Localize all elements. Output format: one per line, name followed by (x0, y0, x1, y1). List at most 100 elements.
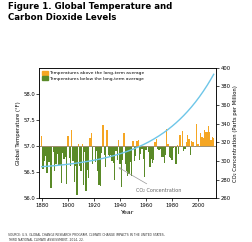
Bar (55, 146, 56, 164)
Bar (178, 135, 180, 146)
Bar (160, 146, 162, 157)
Bar (111, 146, 112, 161)
Bar (190, 141, 192, 146)
Bar (141, 146, 142, 149)
Bar (119, 146, 120, 164)
Text: Figure 1. Global Temperature and
Carbon Dioxide Levels: Figure 1. Global Temperature and Carbon … (8, 2, 171, 22)
Bar (121, 146, 123, 160)
Bar (142, 146, 143, 159)
Bar (73, 146, 75, 182)
Bar (50, 146, 51, 188)
Bar (44, 146, 45, 161)
Bar (114, 146, 115, 180)
Bar (169, 146, 171, 158)
Bar (137, 140, 138, 146)
Bar (80, 146, 81, 171)
Bar (164, 146, 166, 155)
Bar (175, 146, 176, 164)
Bar (197, 144, 198, 146)
Legend: Temperatures above the long-term average, Temperatures below the long-term avera: Temperatures above the long-term average… (41, 70, 145, 82)
Bar (195, 124, 197, 146)
Bar (138, 146, 140, 160)
Bar (185, 143, 186, 146)
Bar (62, 146, 63, 152)
Bar (210, 140, 211, 146)
Bar (173, 146, 175, 147)
Bar (143, 146, 145, 177)
Bar (123, 133, 124, 146)
Bar (145, 146, 146, 150)
Bar (68, 146, 70, 158)
Y-axis label: CO₂ Concentration (Parts per Million): CO₂ Concentration (Parts per Million) (232, 85, 237, 182)
Bar (47, 146, 49, 161)
Bar (162, 146, 163, 157)
Bar (131, 146, 132, 175)
Bar (53, 146, 54, 152)
Text: SOURCE: U.S. GLOBAL CHANGE RESEARCH PROGRAM, CLIMATE CHANGE IMPACTS IN THE UNITE: SOURCE: U.S. GLOBAL CHANGE RESEARCH PROG… (8, 233, 164, 242)
Bar (56, 146, 58, 153)
Bar (136, 141, 137, 146)
Bar (107, 146, 108, 155)
Bar (72, 146, 73, 161)
Bar (207, 126, 208, 146)
Bar (41, 136, 42, 146)
Bar (99, 146, 101, 186)
Bar (64, 146, 66, 157)
Bar (88, 146, 89, 178)
Bar (192, 142, 193, 146)
Bar (155, 139, 156, 146)
Bar (204, 132, 206, 146)
Bar (140, 146, 141, 154)
Bar (125, 146, 127, 171)
Bar (59, 146, 60, 165)
Bar (75, 146, 76, 166)
Bar (163, 146, 164, 163)
Bar (71, 130, 72, 146)
Bar (101, 146, 102, 153)
Bar (77, 144, 79, 146)
Bar (94, 146, 96, 162)
Bar (158, 146, 159, 150)
Bar (124, 146, 125, 164)
Bar (49, 146, 50, 161)
Bar (84, 146, 85, 152)
Bar (60, 146, 62, 183)
Bar (149, 146, 150, 167)
Bar (116, 146, 117, 160)
Bar (46, 146, 47, 174)
Bar (156, 146, 158, 149)
Bar (93, 146, 94, 147)
Bar (105, 146, 106, 167)
Bar (81, 144, 82, 146)
Bar (146, 146, 147, 147)
Bar (147, 146, 149, 152)
Bar (206, 132, 207, 146)
Bar (112, 146, 114, 163)
Bar (211, 137, 212, 146)
Bar (70, 146, 71, 166)
Bar (167, 144, 168, 146)
Bar (151, 146, 152, 163)
Bar (189, 146, 190, 155)
Bar (166, 129, 167, 146)
Bar (132, 141, 133, 146)
Bar (67, 136, 68, 146)
Bar (184, 146, 185, 149)
Bar (45, 146, 46, 156)
Bar (181, 131, 182, 146)
Bar (129, 146, 131, 162)
Bar (203, 130, 204, 146)
Bar (54, 146, 55, 171)
Bar (202, 138, 203, 146)
Bar (115, 146, 116, 151)
Bar (152, 146, 154, 160)
Bar (66, 146, 67, 184)
Bar (102, 125, 103, 146)
Bar (171, 146, 172, 160)
Bar (159, 146, 160, 149)
Bar (198, 146, 199, 147)
Bar (176, 145, 177, 146)
Bar (110, 146, 111, 155)
Bar (134, 146, 136, 156)
Bar (177, 146, 178, 154)
